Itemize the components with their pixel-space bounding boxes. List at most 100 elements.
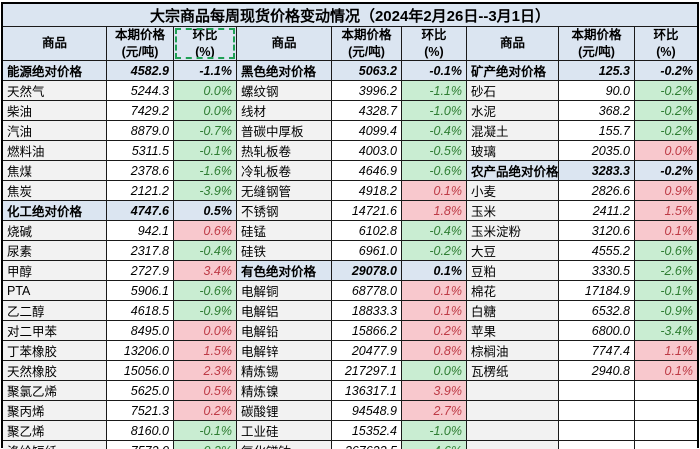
pct-cell[interactable]: 0.0% — [174, 81, 237, 101]
commodity-cell[interactable]: 精炼镍 — [237, 381, 332, 401]
price-cell[interactable]: 7521.3 — [107, 401, 174, 421]
commodity-cell[interactable]: 豆粕 — [467, 261, 559, 281]
price-cell[interactable]: 942.1 — [107, 221, 174, 241]
pct-cell[interactable]: 2.7% — [402, 401, 467, 421]
pct-cell[interactable]: 0.0% — [635, 141, 697, 161]
commodity-cell[interactable]: 热轧板卷 — [237, 141, 332, 161]
commodity-cell[interactable]: 线材 — [237, 101, 332, 121]
pct-cell[interactable]: 0.1% — [402, 261, 467, 281]
commodity-cell[interactable]: 涤纶短纤 — [3, 441, 107, 449]
commodity-cell[interactable]: 工业硅 — [237, 421, 332, 441]
price-cell[interactable]: 3996.2 — [332, 81, 402, 101]
pct-cell[interactable] — [635, 441, 697, 449]
pct-cell[interactable]: -1.1% — [174, 61, 237, 81]
pct-cell[interactable] — [635, 381, 697, 401]
pct-cell[interactable]: -0.2% — [402, 241, 467, 261]
pct-cell[interactable]: -4.6% — [402, 441, 467, 449]
commodity-cell[interactable]: PTA — [3, 281, 107, 301]
commodity-cell[interactable]: 电解锌 — [237, 341, 332, 361]
commodity-cell[interactable]: 普碳中厚板 — [237, 121, 332, 141]
pct-cell[interactable]: -0.4% — [402, 121, 467, 141]
commodity-cell[interactable]: 黑色绝对价格 — [237, 61, 332, 81]
commodity-cell[interactable]: 焦炭 — [3, 181, 107, 201]
price-cell[interactable]: 8495.0 — [107, 321, 174, 341]
pct-cell[interactable]: -0.1% — [635, 281, 697, 301]
commodity-cell[interactable]: 对二甲苯 — [3, 321, 107, 341]
pct-cell[interactable]: -0.5% — [402, 141, 467, 161]
pct-cell[interactable]: 0.1% — [635, 221, 697, 241]
price-cell[interactable]: 13206.0 — [107, 341, 174, 361]
price-cell[interactable]: 15866.2 — [332, 321, 402, 341]
commodity-cell[interactable] — [467, 401, 559, 421]
pct-cell[interactable]: 0.5% — [174, 201, 237, 221]
commodity-cell[interactable]: 聚乙烯 — [3, 421, 107, 441]
commodity-cell[interactable]: 硅锰 — [237, 221, 332, 241]
commodity-cell[interactable] — [467, 421, 559, 441]
price-cell[interactable]: 17184.9 — [559, 281, 635, 301]
commodity-cell[interactable]: 大豆 — [467, 241, 559, 261]
pct-cell[interactable]: -0.2% — [635, 61, 697, 81]
pct-cell[interactable]: 1.8% — [402, 201, 467, 221]
pct-cell[interactable]: -3.4% — [635, 321, 697, 341]
price-cell[interactable]: 7572.0 — [107, 441, 174, 449]
price-cell[interactable]: 217297.1 — [332, 361, 402, 381]
commodity-cell[interactable]: 甲醇 — [3, 261, 107, 281]
commodity-cell[interactable]: 天然橡胶 — [3, 361, 107, 381]
price-cell[interactable]: 367623.5 — [332, 441, 402, 449]
pct-cell[interactable]: -0.2% — [635, 81, 697, 101]
commodity-cell[interactable]: 燃料油 — [3, 141, 107, 161]
commodity-cell[interactable]: 螺纹钢 — [237, 81, 332, 101]
commodity-cell[interactable]: 尿素 — [3, 241, 107, 261]
commodity-cell[interactable]: 冷轧板卷 — [237, 161, 332, 181]
price-cell[interactable]: 2317.8 — [107, 241, 174, 261]
pct-cell[interactable]: 3.9% — [402, 381, 467, 401]
pct-cell[interactable]: 1.5% — [174, 341, 237, 361]
price-cell[interactable]: 5625.0 — [107, 381, 174, 401]
price-cell[interactable]: 6961.0 — [332, 241, 402, 261]
commodity-cell[interactable]: 能源绝对价格 — [3, 61, 107, 81]
commodity-cell[interactable]: 瓦楞纸 — [467, 361, 559, 381]
pct-cell[interactable]: -3.9% — [174, 181, 237, 201]
commodity-cell[interactable]: 电解铅 — [237, 321, 332, 341]
commodity-cell[interactable]: 硅铁 — [237, 241, 332, 261]
header-pct-selected[interactable]: 环比 (%) — [174, 27, 237, 61]
pct-cell[interactable]: -0.1% — [174, 141, 237, 161]
commodity-cell[interactable]: 柴油 — [3, 101, 107, 121]
pct-cell[interactable]: 1.1% — [635, 341, 697, 361]
price-cell[interactable]: 136317.1 — [332, 381, 402, 401]
commodity-cell[interactable]: 乙二醇 — [3, 301, 107, 321]
price-cell[interactable]: 368.2 — [559, 101, 635, 121]
commodity-cell[interactable]: 砂石 — [467, 81, 559, 101]
commodity-cell[interactable]: 丁苯橡胶 — [3, 341, 107, 361]
commodity-cell[interactable]: 小麦 — [467, 181, 559, 201]
pct-cell[interactable]: -0.6% — [174, 281, 237, 301]
price-cell[interactable]: 5244.3 — [107, 81, 174, 101]
price-cell[interactable]: 4099.4 — [332, 121, 402, 141]
price-cell[interactable]: 7429.2 — [107, 101, 174, 121]
commodity-cell[interactable]: 玉米淀粉 — [467, 221, 559, 241]
price-cell[interactable]: 15056.0 — [107, 361, 174, 381]
pct-cell[interactable]: -0.2% — [635, 161, 697, 181]
price-cell[interactable]: 2035.0 — [559, 141, 635, 161]
commodity-cell[interactable]: 有色绝对价格 — [237, 261, 332, 281]
pct-cell[interactable]: 0.0% — [174, 101, 237, 121]
commodity-cell[interactable]: 烧碱 — [3, 221, 107, 241]
price-cell[interactable]: 2940.8 — [559, 361, 635, 381]
pct-cell[interactable]: 0.1% — [402, 301, 467, 321]
pct-cell[interactable]: 0.5% — [174, 381, 237, 401]
price-cell[interactable]: 29078.0 — [332, 261, 402, 281]
price-cell[interactable]: 15352.4 — [332, 421, 402, 441]
pct-cell[interactable]: 0.0% — [402, 361, 467, 381]
price-cell[interactable]: 6532.8 — [559, 301, 635, 321]
pct-cell[interactable] — [635, 421, 697, 441]
commodity-cell[interactable]: 苹果 — [467, 321, 559, 341]
price-cell[interactable]: 4618.5 — [107, 301, 174, 321]
price-cell[interactable]: 8160.0 — [107, 421, 174, 441]
price-cell[interactable]: 4328.7 — [332, 101, 402, 121]
price-cell[interactable]: 3283.3 — [559, 161, 635, 181]
pct-cell[interactable]: -1.6% — [174, 161, 237, 181]
pct-cell[interactable]: -0.4% — [402, 221, 467, 241]
price-cell[interactable]: 8879.0 — [107, 121, 174, 141]
pct-cell[interactable] — [635, 401, 697, 421]
pct-cell[interactable]: -0.2% — [635, 121, 697, 141]
